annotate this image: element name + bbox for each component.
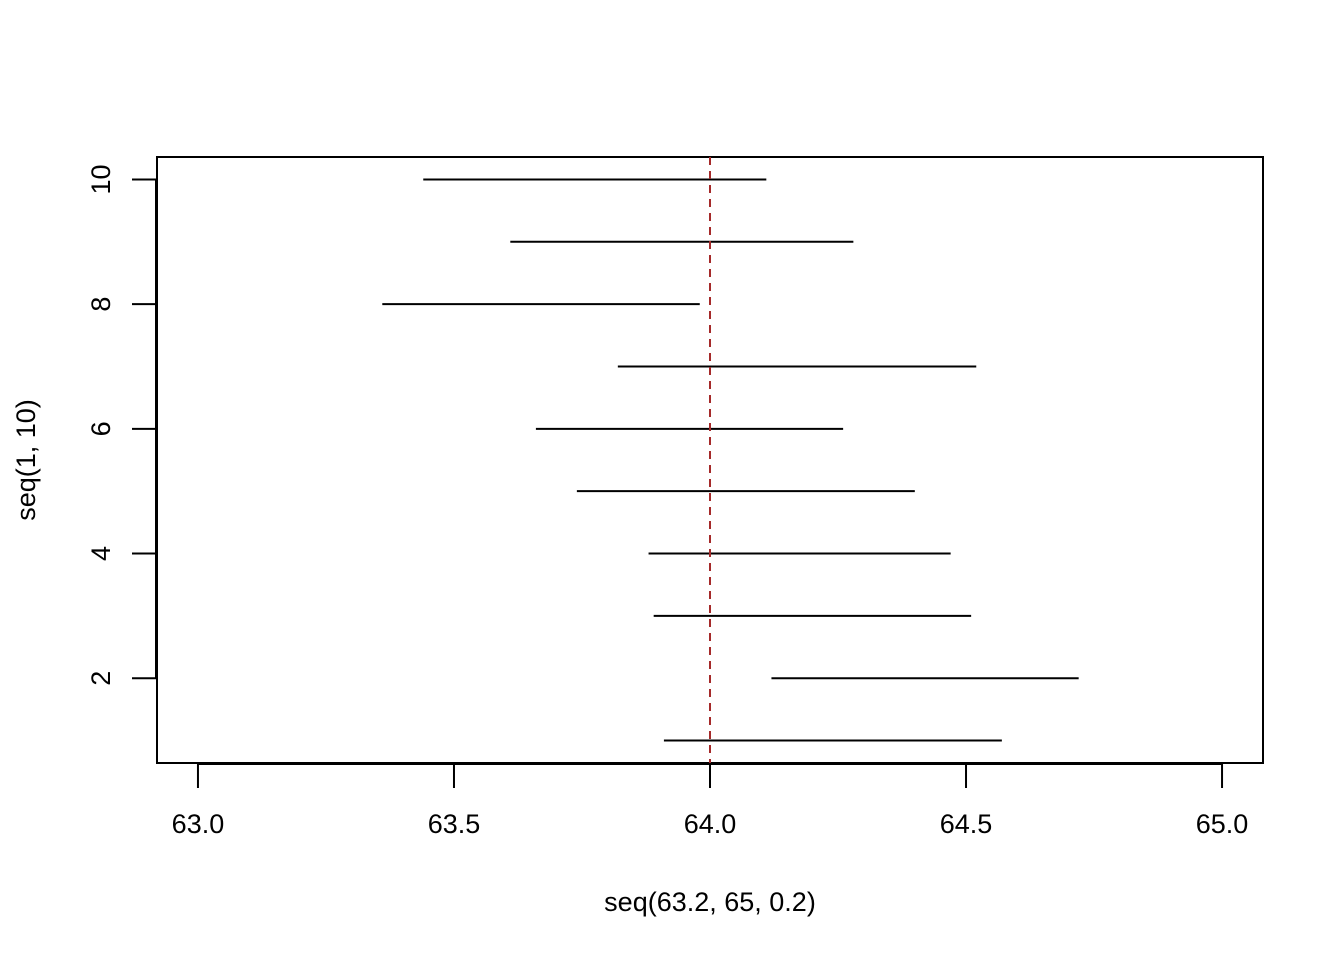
x-tick-label: 64.0 <box>684 809 737 839</box>
y-tick-label: 10 <box>86 164 116 194</box>
interval-series <box>382 178 1079 742</box>
x-tick-label: 65.0 <box>1196 809 1249 839</box>
x-axis: 63.0 63.5 64.0 64.5 65.0 <box>172 763 1249 839</box>
y-axis-label: seq(1, 10) <box>11 399 41 521</box>
x-tick-label: 64.5 <box>940 809 993 839</box>
x-tick-label: 63.0 <box>172 809 225 839</box>
y-axis: 2 4 6 8 10 <box>86 164 157 686</box>
y-tick-label: 4 <box>86 546 116 561</box>
y-tick-label: 2 <box>86 671 116 686</box>
y-tick-label: 8 <box>86 297 116 312</box>
y-tick-label: 6 <box>86 421 116 436</box>
x-tick-label: 63.5 <box>428 809 481 839</box>
x-axis-label: seq(63.2, 65, 0.2) <box>604 887 816 917</box>
